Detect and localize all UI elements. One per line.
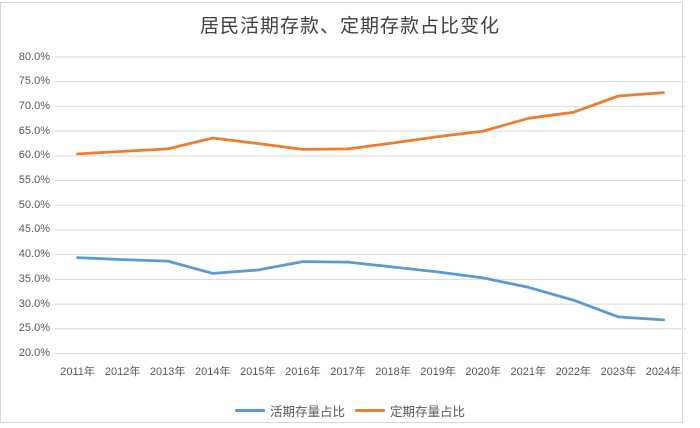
y-tick-label: 65.0% xyxy=(18,124,50,137)
x-tick-label: 2016年 xyxy=(285,366,321,378)
y-tick-label: 35.0% xyxy=(18,272,50,285)
x-tick-label: 2012年 xyxy=(104,366,141,378)
y-tick-label: 55.0% xyxy=(18,174,50,187)
legend-label-demand-deposit: 活期存量占比 xyxy=(269,404,345,419)
x-tick-label: 2014年 xyxy=(195,366,231,378)
x-tick-label: 2022年 xyxy=(555,366,592,378)
y-tick-label: 20.0% xyxy=(18,347,50,359)
x-tick-label: 2020年 xyxy=(465,366,501,378)
y-tick-label: 70.0% xyxy=(18,99,50,112)
x-tick-label: 2018年 xyxy=(375,366,411,378)
legend-label-time-deposit: 定期存量占比 xyxy=(390,404,466,419)
y-tick-label: 50.0% xyxy=(18,198,50,211)
chart-title: 居民活期存款、定期存款占比变化 xyxy=(199,16,500,37)
y-tick-label: 25.0% xyxy=(18,322,50,335)
series-line-demand xyxy=(76,256,665,322)
x-tick-label: 2017年 xyxy=(330,366,366,378)
legend-item-time-deposit: 定期存量占比 xyxy=(355,401,465,420)
legend-line-swatch-orange xyxy=(355,408,385,412)
x-tick-label: 2021年 xyxy=(510,366,546,378)
x-tick-label: 2013年 xyxy=(149,366,186,378)
y-tick-label: 30.0% xyxy=(18,297,50,310)
y-tick-label: 40.0% xyxy=(18,248,50,261)
legend-line-swatch-blue xyxy=(234,408,265,412)
y-tick-label: 75.0% xyxy=(18,75,50,88)
legend: 活期存量占比 定期存量占比 xyxy=(0,399,700,421)
chart-frame xyxy=(0,2,683,423)
x-tick-label: 2015年 xyxy=(240,366,276,378)
y-tick-label: 45.0% xyxy=(18,223,50,236)
x-tick-label: 2024年 xyxy=(645,366,682,378)
x-tick-label: 2019年 xyxy=(420,366,456,378)
x-tick-label: 2011年 xyxy=(60,366,95,378)
legend-item-demand-deposit: 活期存量占比 xyxy=(234,401,345,420)
y-tick-label: 60.0% xyxy=(18,149,50,162)
x-tick-label: 2023年 xyxy=(600,366,637,378)
series-line-time xyxy=(76,91,665,156)
y-tick-label: 80.0% xyxy=(18,50,50,63)
